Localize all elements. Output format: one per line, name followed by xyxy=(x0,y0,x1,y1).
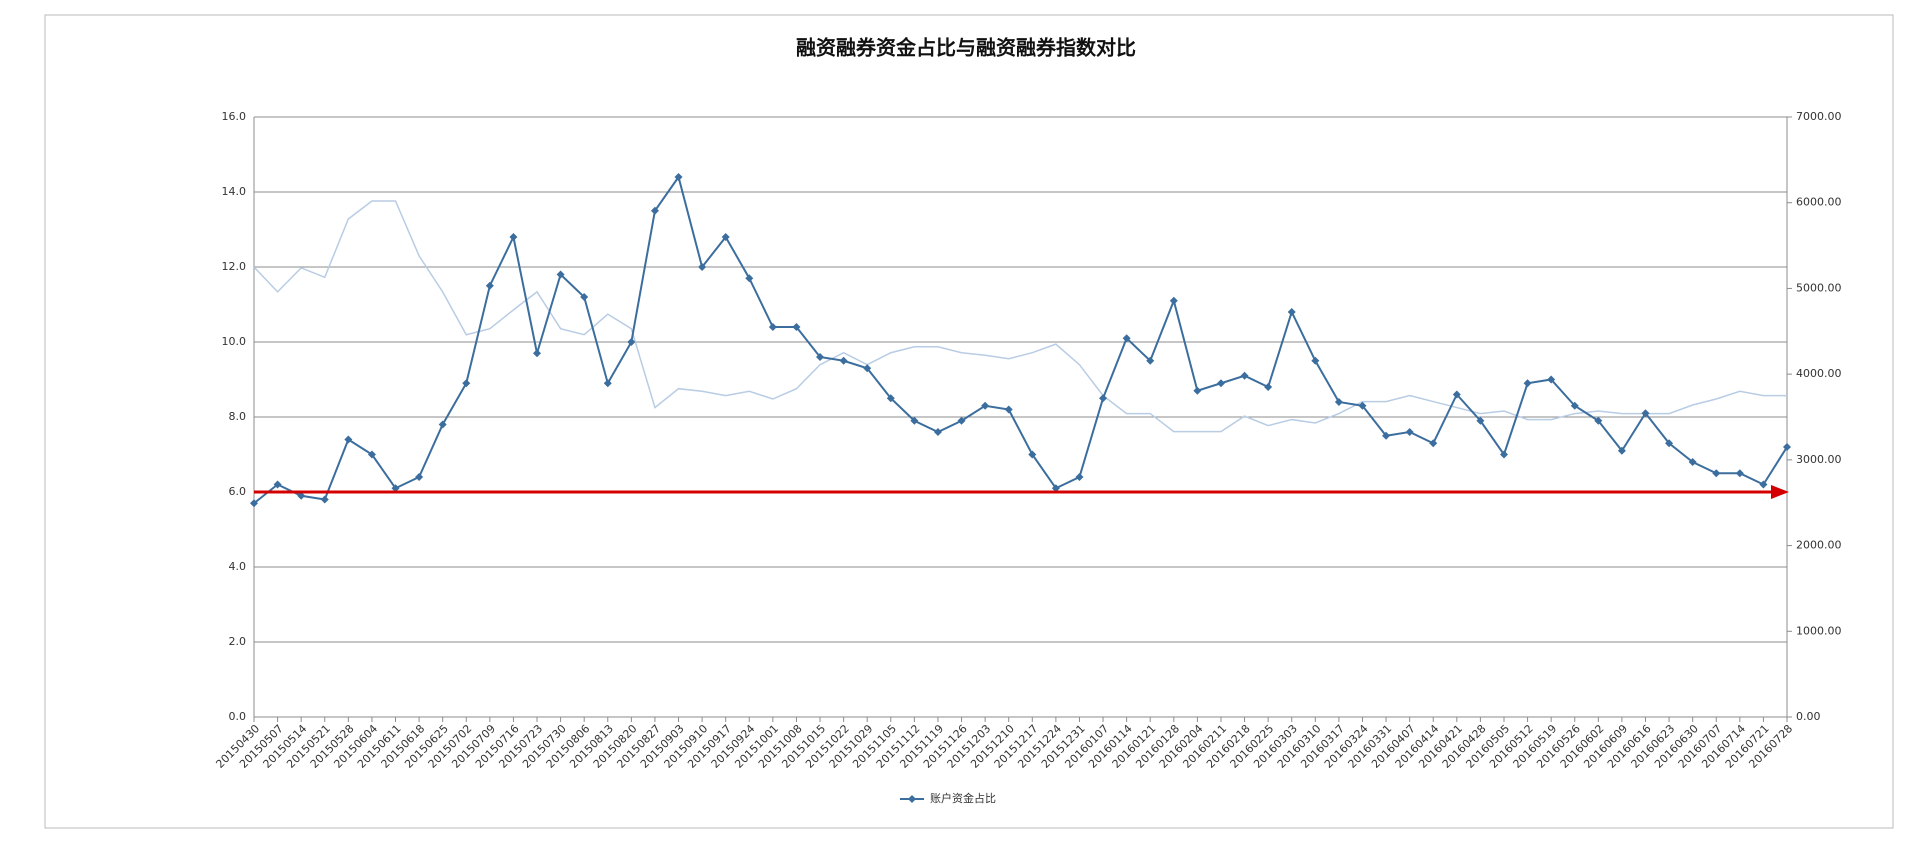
data-marker xyxy=(1193,386,1202,395)
data-marker xyxy=(485,281,494,290)
y-tick-label: 10.0 xyxy=(222,335,247,348)
y2-tick-label: 0.00 xyxy=(1796,710,1821,723)
data-marker xyxy=(1334,398,1343,406)
data-marker xyxy=(509,233,518,241)
y-tick-label: 12.0 xyxy=(222,260,247,273)
data-marker xyxy=(415,473,424,481)
data-marker xyxy=(627,338,636,346)
data-marker xyxy=(1476,416,1485,425)
data-marker xyxy=(721,233,730,241)
y2-tick-label: 3000.00 xyxy=(1796,453,1842,466)
data-marker xyxy=(320,495,329,504)
data-marker xyxy=(1641,409,1650,418)
data-marker xyxy=(1617,446,1626,455)
data-marker xyxy=(981,401,990,410)
data-marker xyxy=(603,379,612,388)
data-marker xyxy=(1169,296,1178,305)
data-marker xyxy=(462,379,471,388)
y-tick-label: 16.0 xyxy=(222,110,247,123)
data-marker xyxy=(1099,394,1108,403)
data-marker xyxy=(1452,390,1461,399)
chart-title: 融资融券资金占比与融资融券指数对比 xyxy=(796,36,1136,60)
y-tick-label: 4.0 xyxy=(229,560,247,573)
data-marker xyxy=(839,356,848,365)
data-marker xyxy=(1382,431,1391,440)
data-marker xyxy=(933,428,942,436)
data-marker xyxy=(1547,375,1556,384)
data-marker xyxy=(1075,473,1084,481)
y-tick-label: 6.0 xyxy=(229,485,247,498)
data-marker xyxy=(1499,450,1508,459)
data-marker xyxy=(745,274,754,283)
series-line xyxy=(253,200,1787,433)
data-marker xyxy=(1688,458,1697,466)
data-marker xyxy=(1712,469,1721,478)
data-marker xyxy=(391,484,400,493)
y-tick-label: 0.0 xyxy=(229,710,247,723)
data-marker xyxy=(1264,383,1273,391)
y2-tick-label: 7000.00 xyxy=(1796,110,1842,123)
data-marker xyxy=(1122,334,1131,343)
data-marker xyxy=(533,349,542,358)
data-marker xyxy=(1735,469,1744,478)
data-marker xyxy=(886,394,895,403)
legend-label: 账户资金占比 xyxy=(930,791,996,805)
data-marker xyxy=(650,206,659,215)
data-marker xyxy=(1570,401,1579,410)
data-marker xyxy=(1594,416,1603,425)
data-marker xyxy=(1523,379,1532,388)
data-marker xyxy=(816,353,825,361)
y-tick-label: 14.0 xyxy=(222,185,247,198)
data-marker xyxy=(1051,484,1060,493)
data-marker xyxy=(367,450,376,459)
y2-tick-label: 5000.00 xyxy=(1796,281,1842,294)
data-marker xyxy=(910,416,919,425)
y2-tick-label: 1000.00 xyxy=(1796,624,1842,637)
y2-tick-label: 2000.00 xyxy=(1796,539,1842,552)
data-marker xyxy=(674,173,683,181)
data-marker xyxy=(1311,356,1320,365)
data-marker xyxy=(1759,480,1768,489)
y-tick-label: 8.0 xyxy=(229,410,247,423)
data-marker xyxy=(438,420,447,429)
data-marker xyxy=(1240,371,1249,380)
data-marker xyxy=(1358,401,1367,410)
data-marker xyxy=(957,416,966,425)
data-marker xyxy=(344,435,353,444)
data-marker xyxy=(698,263,707,271)
data-marker xyxy=(1146,356,1155,365)
data-marker xyxy=(792,323,801,331)
data-marker xyxy=(250,499,258,508)
y2-tick-label: 6000.00 xyxy=(1796,196,1842,209)
legend-marker xyxy=(908,795,916,803)
y2-tick-label: 4000.00 xyxy=(1796,367,1842,380)
series-line xyxy=(253,174,1788,505)
y-tick-label: 2.0 xyxy=(229,635,247,648)
data-marker xyxy=(863,364,872,373)
data-marker xyxy=(1783,443,1791,451)
data-marker xyxy=(1665,439,1674,448)
data-marker xyxy=(1429,439,1438,448)
data-marker xyxy=(1216,379,1225,388)
data-marker xyxy=(1028,450,1037,459)
data-marker xyxy=(580,293,589,301)
data-marker xyxy=(1287,308,1296,316)
data-marker xyxy=(273,480,282,489)
arrow-head xyxy=(1771,485,1789,499)
data-marker xyxy=(1405,428,1414,436)
data-marker xyxy=(297,491,306,500)
data-marker xyxy=(556,270,565,279)
chart-frame xyxy=(44,14,1894,829)
data-marker xyxy=(768,323,777,331)
data-marker xyxy=(1004,405,1013,414)
